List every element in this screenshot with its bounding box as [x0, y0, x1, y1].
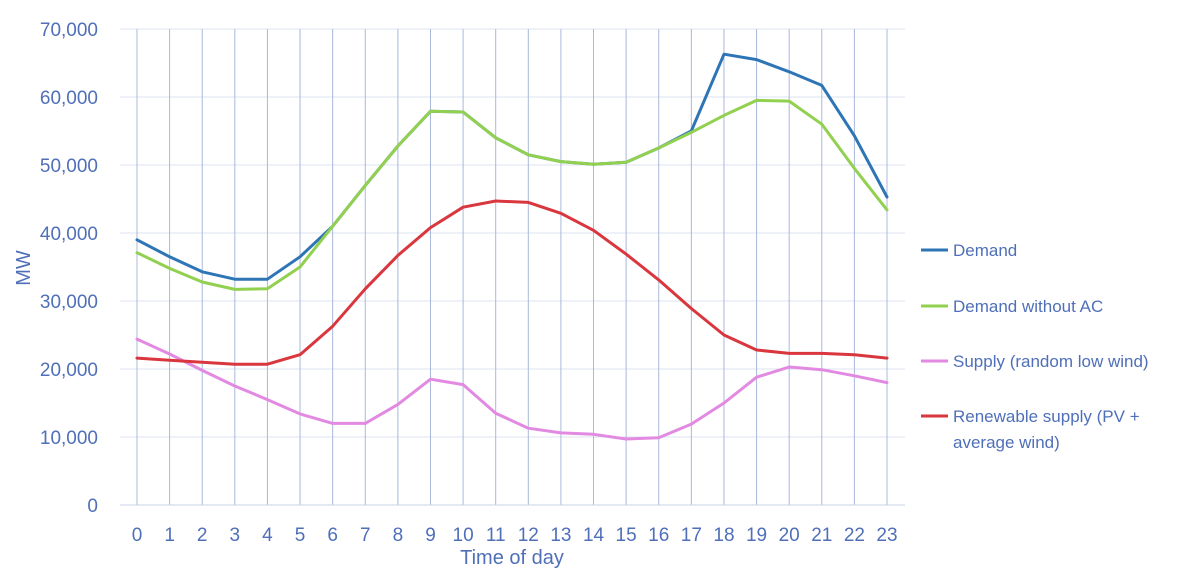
y-tick-label: 60,000 [40, 88, 98, 109]
x-tick-label: 17 [681, 525, 702, 546]
x-axis-title: Time of day [460, 547, 564, 569]
x-tick-label: 12 [518, 525, 539, 546]
y-tick-label: 20,000 [40, 360, 98, 381]
y-tick-label: 50,000 [40, 156, 98, 177]
x-tick-label: 0 [132, 525, 143, 546]
legend-label: Demand [953, 241, 1017, 260]
x-tick-label: 3 [230, 525, 241, 546]
series-line-renewable-supply-pv-average-wind [135, 199, 889, 366]
series-line-supply-random-low-wind [135, 337, 889, 441]
x-tick-label: 19 [746, 525, 767, 546]
y-tick-label: 10,000 [40, 428, 98, 449]
y-tick-label: 70,000 [40, 20, 98, 41]
x-tick-label: 20 [779, 525, 800, 546]
x-tick-label: 8 [393, 525, 404, 546]
series-line-demand-without-ac [135, 98, 889, 291]
x-tick-label: 23 [876, 525, 897, 546]
x-tick-label: 10 [453, 525, 474, 546]
x-tick-label: 22 [844, 525, 865, 546]
legend-label: Supply (random low wind) [953, 352, 1149, 371]
x-tick-label: 6 [327, 525, 338, 546]
x-tick-label: 21 [811, 525, 832, 546]
legend-item: Renewable supply (PV + average wind) [921, 407, 1140, 452]
x-tick-label: 13 [550, 525, 571, 546]
y-tick-label: 0 [87, 496, 98, 517]
x-tick-label: 7 [360, 525, 371, 546]
x-tick-label: 18 [713, 525, 734, 546]
legend-label: average wind) [953, 433, 1060, 452]
y-axis-title: MW [13, 250, 35, 286]
legend-item: Demand without AC [921, 297, 1103, 316]
x-tick-label: 2 [197, 525, 208, 546]
x-tick-label: 5 [295, 525, 306, 546]
y-tick-label: 40,000 [40, 224, 98, 245]
legend: Demand Demand without AC Supply (random lo… [921, 241, 1149, 452]
x-tick-label: 4 [262, 525, 273, 546]
legend-item: Supply (random low wind) [921, 352, 1149, 371]
y-tick-label: 30,000 [40, 292, 98, 313]
series-layer [135, 52, 889, 441]
x-tick-label: 14 [583, 525, 605, 546]
x-tick-label: 15 [616, 525, 637, 546]
legend-label: Renewable supply (PV + [953, 407, 1140, 426]
x-axis-ticks: 0 1 2 3 4 5 6 7 8 9 10 11 12 13 14 15 16 17 18 19 20 21 22 23 [132, 525, 898, 546]
x-tick-label: 9 [425, 525, 436, 546]
x-tick-label: 1 [164, 525, 175, 546]
legend-label: Demand without AC [953, 297, 1103, 316]
legend-item: Demand [921, 241, 1017, 260]
series-line-demand [135, 52, 889, 281]
x-tick-label: 11 [486, 525, 506, 546]
y-axis-ticks: 0 10,000 20,000 30,000 40,000 50,000 60,000 70,… [40, 20, 98, 517]
x-tick-label: 16 [648, 525, 669, 546]
